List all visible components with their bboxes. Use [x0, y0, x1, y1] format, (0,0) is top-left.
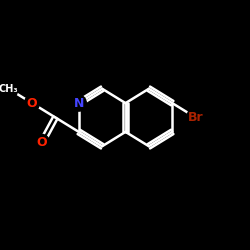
Circle shape — [34, 134, 50, 150]
Circle shape — [187, 108, 204, 127]
Text: N: N — [74, 96, 84, 110]
Text: O: O — [27, 96, 37, 110]
Circle shape — [24, 95, 40, 111]
Text: CH₃: CH₃ — [0, 84, 18, 94]
Text: O: O — [36, 136, 47, 149]
Circle shape — [71, 95, 86, 111]
Text: Br: Br — [188, 111, 204, 124]
Circle shape — [0, 79, 18, 99]
